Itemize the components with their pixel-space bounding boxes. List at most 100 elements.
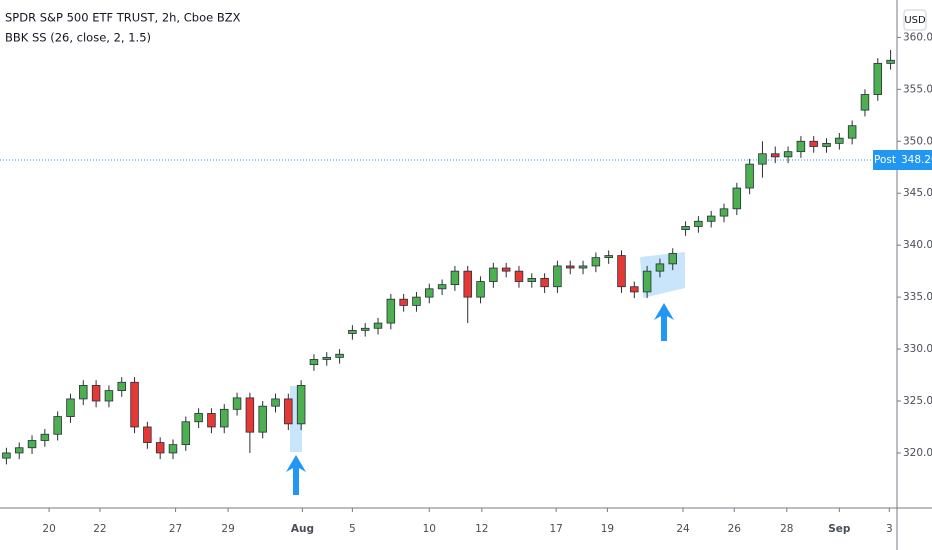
candle-body bbox=[565, 265, 575, 269]
y-tick-label: 360.00 bbox=[903, 31, 932, 43]
candle-body bbox=[873, 62, 883, 95]
candle-body bbox=[847, 125, 857, 139]
session-tag bbox=[873, 149, 897, 170]
candle-body bbox=[360, 327, 370, 331]
candle-body bbox=[719, 208, 729, 217]
arrow-up bbox=[654, 303, 674, 341]
candle-body bbox=[886, 59, 895, 64]
currency-label: USD bbox=[904, 15, 926, 26]
candle-body bbox=[412, 296, 421, 306]
y-tick-label: 320.00 bbox=[903, 447, 932, 459]
candle-body bbox=[822, 142, 831, 147]
candle-body bbox=[745, 163, 754, 189]
candle-body bbox=[220, 408, 229, 428]
candle-body bbox=[271, 398, 280, 407]
candle-body bbox=[501, 267, 511, 272]
candle-body bbox=[168, 444, 178, 454]
x-tick-label: 28 bbox=[780, 523, 793, 535]
arrow bbox=[286, 303, 674, 495]
candle-body bbox=[194, 413, 203, 423]
candle-body bbox=[783, 151, 793, 158]
candle-body bbox=[540, 278, 549, 288]
x-tick-label: 24 bbox=[676, 523, 690, 535]
candle-body bbox=[617, 255, 626, 288]
y-tick-label: 335.00 bbox=[903, 291, 932, 303]
y-tick-label: 345.00 bbox=[903, 187, 932, 199]
candle-body bbox=[14, 447, 24, 454]
x-tick-label: 22 bbox=[93, 523, 106, 535]
indicator-label: BBK SS (26, close, 2, 1.5) bbox=[5, 31, 151, 45]
session-label: Post bbox=[874, 154, 896, 166]
y-tick-label: 340.00 bbox=[903, 239, 932, 251]
candle-body bbox=[809, 140, 818, 147]
candle-body bbox=[130, 381, 139, 428]
candle-body bbox=[245, 397, 255, 433]
candle-body bbox=[655, 263, 665, 272]
candle-body bbox=[399, 298, 408, 306]
candle-body bbox=[91, 385, 101, 402]
x-tick-label: 20 bbox=[42, 523, 55, 535]
candle-body bbox=[514, 270, 524, 282]
price-tag-label: 348.20 bbox=[901, 154, 932, 166]
x-tick-label: 29 bbox=[221, 523, 234, 535]
candle-body bbox=[796, 140, 806, 153]
x-tick-label: 3 bbox=[886, 523, 893, 535]
candle-body bbox=[335, 353, 344, 358]
arrow-up bbox=[286, 455, 306, 495]
candle-body bbox=[489, 267, 498, 282]
candle-body bbox=[66, 398, 75, 417]
x-tick-label: 26 bbox=[728, 523, 742, 535]
candle-body bbox=[694, 220, 703, 227]
candle-body bbox=[604, 255, 613, 259]
candle-body bbox=[732, 187, 742, 210]
candle-body bbox=[835, 137, 844, 144]
candle-body bbox=[309, 359, 319, 366]
candle-body bbox=[463, 270, 472, 298]
chart-title: SPDR S&P 500 ETF TRUST, 2h, Cboe BZX bbox=[5, 11, 241, 25]
candle-body bbox=[155, 442, 165, 454]
candle-body bbox=[476, 281, 485, 298]
candle-body bbox=[642, 270, 652, 293]
x-tick-label: 27 bbox=[169, 523, 182, 535]
candle-body bbox=[425, 288, 434, 298]
y-tick-label: 325.00 bbox=[903, 395, 932, 407]
candle-body bbox=[296, 385, 306, 425]
candle-body bbox=[553, 265, 562, 288]
currency-button[interactable] bbox=[903, 9, 927, 31]
y-tick-label: 350.00 bbox=[903, 135, 932, 147]
candles bbox=[2, 49, 895, 465]
candle-body bbox=[322, 356, 332, 360]
y-tick-label: 330.00 bbox=[903, 343, 932, 355]
candle-body bbox=[527, 278, 537, 282]
candle-body bbox=[591, 257, 601, 267]
x-tick-label: 5 bbox=[349, 523, 356, 535]
candle-body bbox=[2, 452, 11, 459]
candle-body bbox=[258, 405, 267, 433]
candle-body bbox=[181, 421, 191, 446]
candle-body bbox=[758, 153, 767, 165]
x-tick-label: 19 bbox=[601, 523, 614, 535]
candle-body bbox=[79, 385, 88, 400]
x-tick-label: 12 bbox=[475, 523, 488, 535]
x-tick-label: Sep bbox=[828, 523, 851, 535]
candle-body bbox=[207, 413, 216, 428]
candle-body bbox=[284, 398, 293, 425]
candle-body bbox=[40, 433, 50, 441]
candle-body bbox=[771, 153, 780, 158]
candle-body bbox=[27, 440, 37, 449]
candle-body bbox=[668, 253, 677, 265]
candle-body bbox=[860, 94, 870, 111]
candle-body bbox=[386, 298, 396, 324]
candle-body bbox=[681, 226, 690, 230]
candle-body bbox=[232, 397, 242, 410]
candle-body bbox=[53, 416, 62, 435]
candle-body bbox=[437, 284, 447, 290]
candle-body bbox=[373, 322, 383, 329]
x-tick-label: 10 bbox=[423, 523, 436, 535]
y-tick-label: 355.00 bbox=[903, 83, 932, 95]
x-tick-label: Aug bbox=[291, 523, 314, 535]
price-tag bbox=[897, 149, 932, 170]
candle-body bbox=[104, 390, 114, 402]
